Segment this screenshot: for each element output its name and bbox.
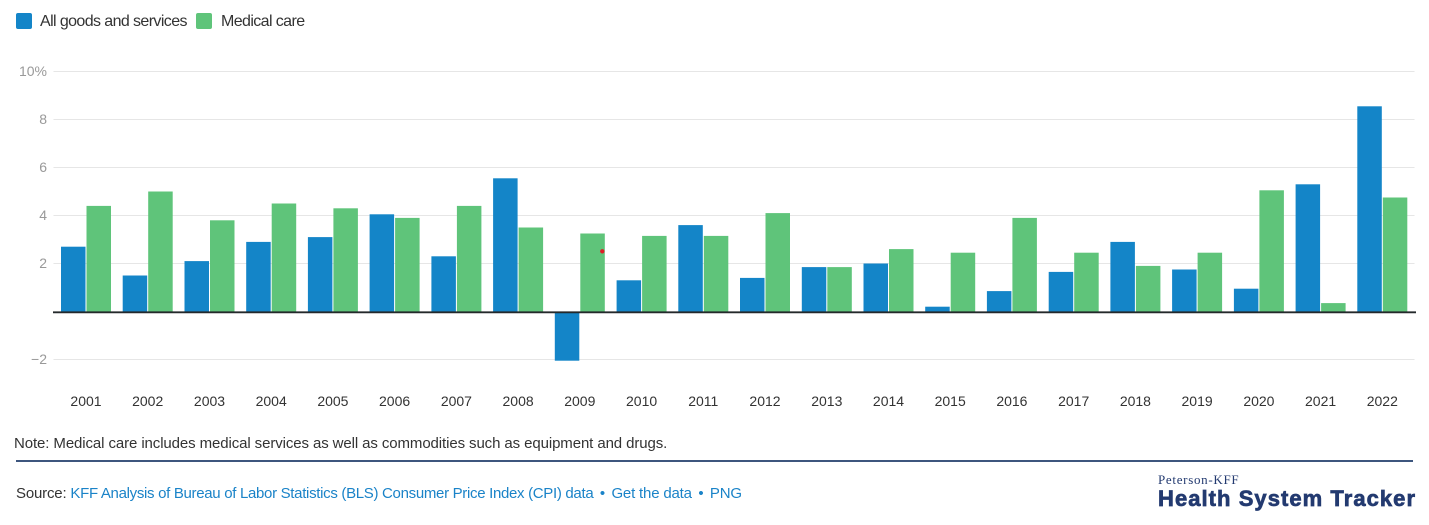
svg-text:6: 6 xyxy=(39,159,47,175)
svg-text:2018: 2018 xyxy=(1120,393,1151,409)
svg-text:8: 8 xyxy=(39,111,47,127)
svg-text:2007: 2007 xyxy=(441,393,472,409)
svg-text:2003: 2003 xyxy=(194,393,225,409)
svg-text:4: 4 xyxy=(39,207,47,223)
svg-text:2005: 2005 xyxy=(317,393,348,409)
svg-text:2021: 2021 xyxy=(1305,393,1336,409)
svg-text:2002: 2002 xyxy=(132,393,163,409)
svg-text:−2: −2 xyxy=(31,351,47,367)
svg-text:2016: 2016 xyxy=(996,393,1027,409)
svg-text:2011: 2011 xyxy=(688,393,718,409)
svg-text:2008: 2008 xyxy=(503,393,534,409)
svg-text:2017: 2017 xyxy=(1058,393,1089,409)
svg-text:2001: 2001 xyxy=(70,393,101,409)
svg-text:2012: 2012 xyxy=(749,393,780,409)
svg-text:2: 2 xyxy=(39,255,47,271)
svg-text:2009: 2009 xyxy=(564,393,595,409)
svg-text:2022: 2022 xyxy=(1367,393,1398,409)
svg-text:2014: 2014 xyxy=(873,393,904,409)
svg-text:2010: 2010 xyxy=(626,393,657,409)
svg-text:2006: 2006 xyxy=(379,393,410,409)
svg-text:10%: 10% xyxy=(19,63,47,79)
svg-text:2019: 2019 xyxy=(1182,393,1213,409)
svg-text:2013: 2013 xyxy=(811,393,842,409)
svg-text:2020: 2020 xyxy=(1243,393,1274,409)
svg-text:2004: 2004 xyxy=(256,393,287,409)
svg-text:2015: 2015 xyxy=(935,393,966,409)
